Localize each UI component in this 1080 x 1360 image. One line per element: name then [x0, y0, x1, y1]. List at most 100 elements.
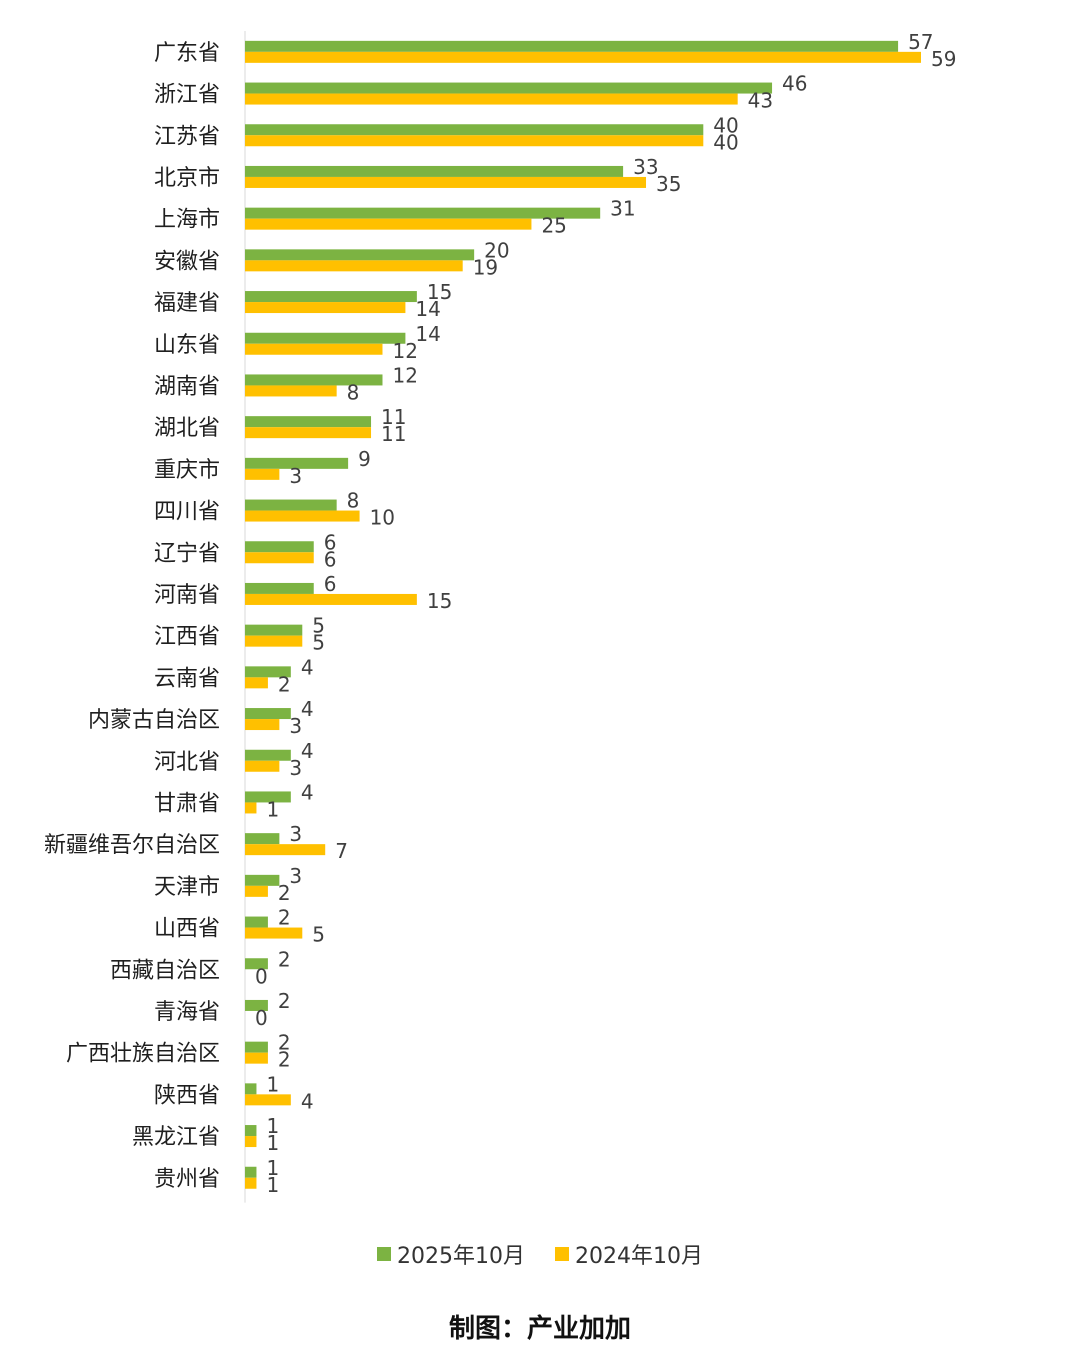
legend-swatch-series-0 — [377, 1247, 392, 1261]
data-label-series-1-7: 12 — [392, 339, 417, 363]
bar-series-1-24 — [245, 1052, 268, 1064]
bar-series-1-15 — [245, 677, 268, 689]
data-label-series-0-4: 31 — [610, 197, 635, 221]
data-label-series-1-20: 2 — [278, 881, 291, 905]
category-label-10: 重庆市 — [154, 458, 220, 483]
bar-series-0-9 — [245, 416, 372, 428]
bar-series-1-18 — [245, 802, 257, 814]
data-label-series-1-14: 5 — [312, 631, 325, 655]
data-label-series-0-21: 2 — [278, 906, 291, 930]
data-label-series-0-27: 1 — [266, 1156, 279, 1180]
data-label-series-1-27: 1 — [266, 1173, 279, 1197]
category-label-9: 湖北省 — [154, 416, 220, 441]
bar-series-0-1 — [245, 82, 773, 94]
bar-series-1-2 — [245, 135, 704, 147]
bar-series-0-25 — [245, 1083, 257, 1095]
data-label-series-0-24: 2 — [278, 1031, 291, 1055]
data-label-series-1-26: 1 — [266, 1131, 279, 1155]
data-label-series-0-17: 4 — [301, 739, 314, 763]
bar-series-0-2 — [245, 124, 704, 136]
bar-series-1-0 — [245, 51, 921, 63]
data-label-series-0-11: 8 — [347, 489, 360, 513]
data-label-series-1-23: 0 — [255, 1006, 268, 1030]
data-label-series-0-20: 3 — [289, 864, 302, 888]
legend-item-series-1: 2024年10月 — [555, 1238, 703, 1270]
bar-series-1-11 — [245, 510, 360, 522]
bar-series-1-9 — [245, 427, 372, 439]
bar-series-1-17 — [245, 760, 280, 772]
bar-series-1-13 — [245, 593, 417, 605]
bar-series-0-7 — [245, 332, 406, 344]
bar-series-0-27 — [245, 1166, 257, 1178]
bar-series-0-4 — [245, 207, 601, 219]
data-label-series-1-3: 35 — [656, 172, 681, 196]
category-label-15: 云南省 — [154, 666, 220, 691]
bar-series-0-16 — [245, 708, 291, 720]
data-label-series-0-3: 33 — [633, 155, 658, 179]
data-label-series-1-0: 59 — [931, 47, 956, 71]
data-label-series-0-18: 4 — [301, 780, 314, 804]
bar-series-0-20 — [245, 874, 280, 886]
category-label-26: 黑龙江省 — [132, 1125, 220, 1150]
legend-swatch-series-1 — [555, 1247, 569, 1261]
category-label-4: 上海市 — [154, 208, 220, 233]
data-label-series-1-21: 5 — [312, 923, 325, 947]
data-label-series-1-4: 25 — [541, 214, 566, 238]
category-label-25: 陕西省 — [154, 1083, 220, 1108]
category-label-14: 江西省 — [154, 625, 220, 650]
data-label-series-0-10: 9 — [358, 447, 371, 471]
bar-series-1-21 — [245, 927, 303, 939]
data-label-series-0-26: 1 — [266, 1114, 279, 1138]
data-label-series-1-11: 10 — [370, 506, 395, 530]
bar-series-1-7 — [245, 343, 383, 355]
bar-series-0-24 — [245, 1041, 268, 1053]
data-label-series-1-13: 15 — [427, 589, 452, 613]
category-label-19: 新疆维吾尔自治区 — [44, 833, 220, 858]
bar-series-1-16 — [245, 719, 280, 731]
data-label-series-1-6: 14 — [415, 297, 440, 321]
category-label-3: 北京市 — [154, 166, 220, 191]
category-label-18: 甘肃省 — [154, 791, 220, 816]
bar-series-1-14 — [245, 635, 303, 647]
bar-series-0-26 — [245, 1125, 257, 1137]
data-label-series-1-12: 6 — [324, 547, 337, 571]
data-label-series-0-13: 6 — [324, 572, 337, 596]
data-label-series-1-5: 19 — [473, 255, 498, 279]
data-label-series-0-14: 5 — [312, 614, 325, 638]
bar-series-1-26 — [245, 1136, 257, 1148]
legend: 2025年10月 2024年10月 — [0, 1238, 1080, 1270]
bar-series-1-19 — [245, 844, 326, 856]
data-label-series-0-2: 40 — [713, 113, 738, 137]
category-label-8: 湖南省 — [154, 374, 220, 399]
category-label-2: 江苏省 — [154, 124, 220, 149]
category-label-5: 安徽省 — [154, 249, 220, 274]
data-label-series-1-18: 1 — [266, 797, 279, 821]
category-label-13: 河南省 — [154, 583, 220, 608]
bar-series-1-4 — [245, 218, 532, 230]
data-label-series-0-9: 11 — [381, 405, 406, 429]
data-label-series-1-22: 0 — [255, 964, 268, 988]
bar-series-0-21 — [245, 916, 268, 928]
bar-series-0-13 — [245, 582, 314, 594]
category-label-24: 广西壮族自治区 — [66, 1042, 220, 1067]
bar-series-1-6 — [245, 302, 406, 314]
bar-series-0-8 — [245, 374, 383, 386]
category-label-23: 青海省 — [154, 1000, 220, 1025]
bar-series-0-18 — [245, 791, 291, 803]
category-label-11: 四川省 — [154, 500, 220, 525]
bar-series-0-15 — [245, 666, 291, 678]
bar-series-1-8 — [245, 385, 337, 397]
data-label-series-1-9: 11 — [381, 422, 406, 446]
data-label-series-1-1: 43 — [748, 89, 773, 113]
category-label-7: 山东省 — [154, 333, 220, 358]
bar-series-1-25 — [245, 1094, 291, 1106]
bar-series-0-14 — [245, 624, 303, 636]
data-label-series-0-12: 6 — [324, 530, 337, 554]
bar-series-0-6 — [245, 291, 417, 303]
data-label-series-0-1: 46 — [782, 72, 807, 96]
bar-series-0-19 — [245, 833, 280, 845]
category-label-16: 内蒙古自治区 — [88, 708, 220, 733]
category-label-27: 贵州省 — [154, 1167, 220, 1192]
